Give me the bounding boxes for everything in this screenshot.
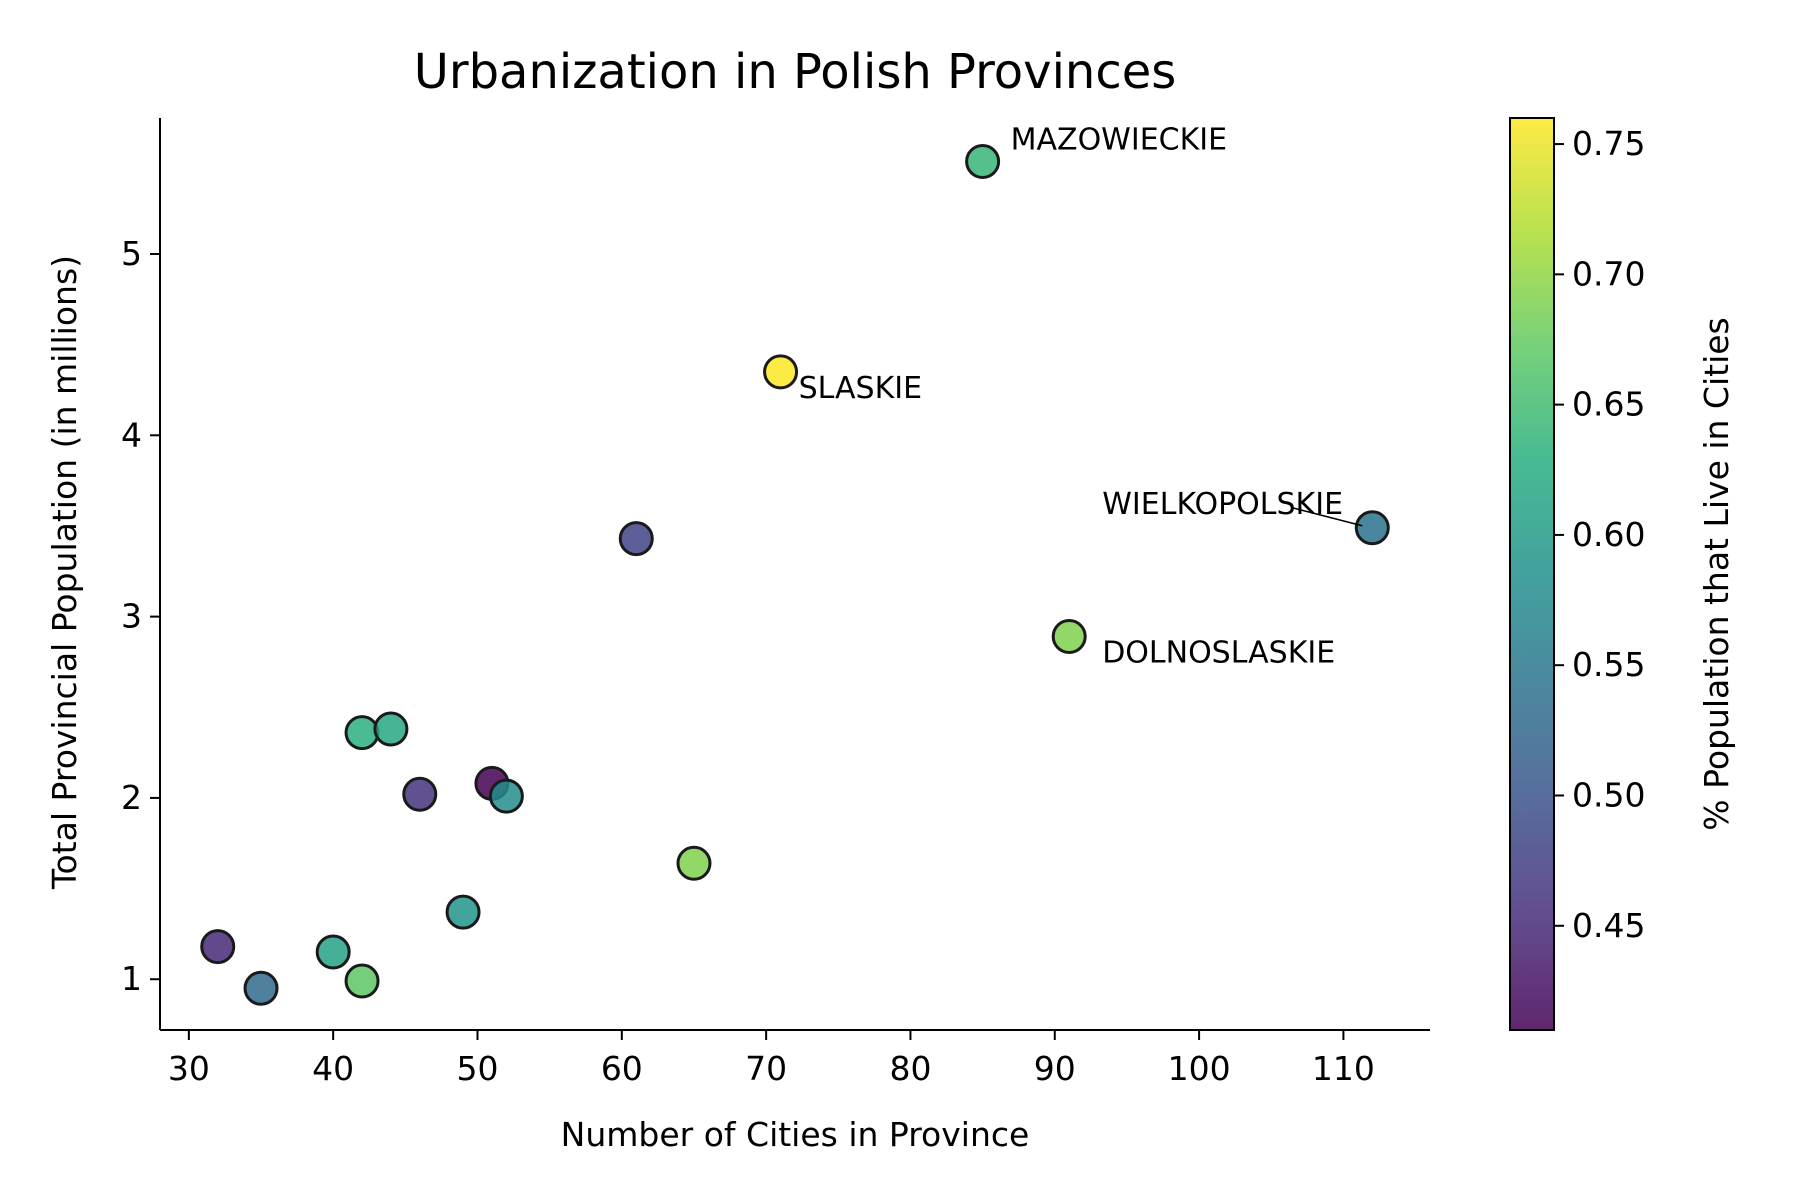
colorbar-tick-label: 0.75 <box>1572 124 1645 163</box>
x-tick-label: 60 <box>601 1049 643 1088</box>
y-tick-label: 5 <box>121 234 142 273</box>
data-point <box>445 894 481 930</box>
colorbar-tick-label: 0.55 <box>1572 645 1645 684</box>
x-tick-label: 100 <box>1168 1049 1231 1088</box>
annotation-leader-line <box>1292 507 1363 527</box>
y-axis-label: Total Provincial Population (in millions… <box>45 255 84 890</box>
colorbar-tick-label: 0.65 <box>1572 385 1645 424</box>
point-annotation: MAZOWIECKIE <box>1011 123 1227 158</box>
data-point <box>1051 619 1087 655</box>
colorbar-tick-label: 0.60 <box>1572 515 1645 554</box>
x-tick-label: 90 <box>1034 1049 1076 1088</box>
data-point <box>315 934 351 970</box>
point-annotation: SLASKIE <box>799 371 923 406</box>
y-tick-label: 3 <box>121 597 142 636</box>
data-point <box>243 970 279 1006</box>
data-point <box>344 963 380 999</box>
colorbar: 0.45 0.50 0.55 0.60 0.65 0.70 0.75 <box>1509 117 1645 1031</box>
colorbar-gradient <box>1509 117 1555 1031</box>
data-point <box>1354 510 1390 546</box>
colorbar-label: % Population that Live in Cities <box>1697 317 1736 830</box>
x-tick-label: 30 <box>168 1049 210 1088</box>
x-axis-label: Number of Cities in Province <box>561 1115 1030 1154</box>
data-point <box>373 711 409 747</box>
data-point <box>344 715 380 751</box>
y-tick-label: 1 <box>121 959 142 998</box>
chart-title: Urbanization in Polish Provinces <box>414 44 1177 100</box>
y-tick-label: 2 <box>121 778 142 817</box>
colorbar-tick-label: 0.50 <box>1572 775 1645 814</box>
plot-area: 30 40 50 60 70 80 90 100 110 1 2 3 4 5 MAZOWIECKIE SLAS… <box>121 118 1430 1088</box>
x-tick-label: 110 <box>1312 1049 1375 1088</box>
y-tick-label: 4 <box>121 415 142 454</box>
x-tick-label: 80 <box>889 1049 931 1088</box>
data-point <box>965 144 1001 180</box>
point-annotation: DOLNOSLASKIE <box>1102 636 1335 671</box>
x-tick-label: 50 <box>457 1049 499 1088</box>
data-point <box>676 845 712 881</box>
colorbar-tick-label: 0.70 <box>1572 254 1645 293</box>
point-annotation: WIELKOPOLSKIE <box>1102 487 1343 522</box>
data-point <box>488 778 524 814</box>
data-point <box>618 521 654 557</box>
data-point <box>200 929 236 965</box>
colorbar-tick-label: 0.45 <box>1572 906 1645 945</box>
data-point <box>402 776 438 812</box>
data-point <box>763 354 799 390</box>
x-tick-label: 70 <box>745 1049 787 1088</box>
x-tick-label: 40 <box>312 1049 354 1088</box>
